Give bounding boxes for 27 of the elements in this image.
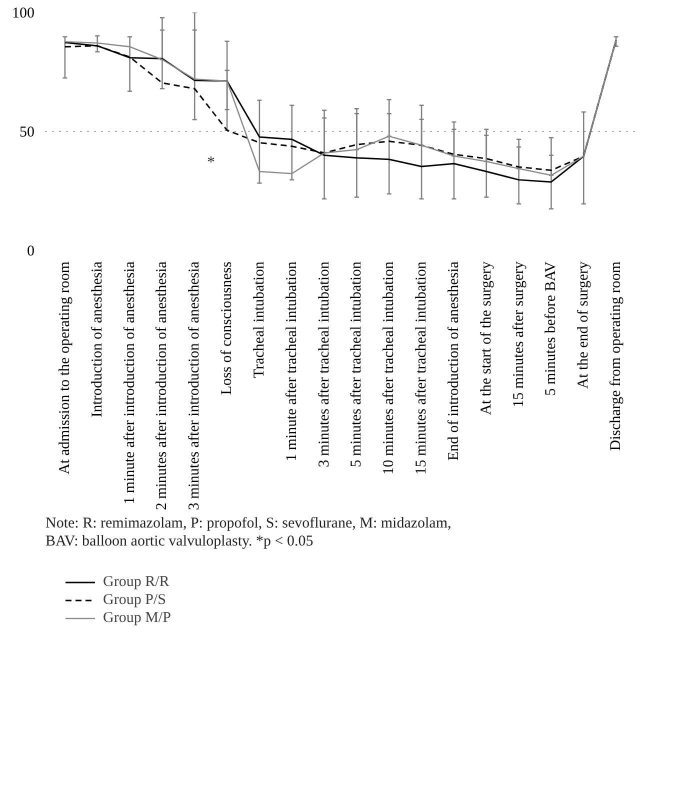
x-tick-label: Tracheal intubation <box>251 261 268 378</box>
y-tick-label: 100 <box>12 6 34 22</box>
x-tick-label: 1 minute after introduction of anesthesia <box>122 261 138 504</box>
x-tick-label: 3 minutes after introduction of anesthesia <box>186 261 203 510</box>
x-tick-label: 3 minutes after tracheal intubation <box>316 261 332 468</box>
x-tick-label: End of introduction of anesthesia <box>446 261 462 461</box>
x-tick-label: Loss of consciousness <box>219 261 236 395</box>
x-tick-label: 1 minute after tracheal intubation <box>284 261 300 462</box>
x-tick-label: At the start of the surgery <box>478 261 494 415</box>
y-tick-label: 0 <box>27 244 34 260</box>
annotation: * <box>207 154 216 171</box>
x-tick-label: 10 minutes after tracheal intubation <box>381 261 398 475</box>
x-tick-label: 2 minutes after introduction of anesthesia <box>154 261 170 510</box>
x-tick-label: 15 minutes after tracheal intubation <box>414 261 430 475</box>
x-tick-label: 5 minutes after tracheal intubation <box>348 261 365 468</box>
x-tick-label: At the end of surgery <box>576 261 592 389</box>
legend-label: Group R/R <box>103 573 170 591</box>
text: Note: R: remimazolam, P: propofol, S: sevoflurane, M: midazolam, <box>46 516 452 532</box>
x-tick-label: 5 minutes before BAV <box>543 261 560 396</box>
x-tick-label: Introduction of anesthesia <box>89 261 106 418</box>
y-tick-label: 50 <box>20 124 34 140</box>
legend-label: Group P/S <box>103 591 166 609</box>
text: BAV: balloon aortic valvuloplasty. *p < 0.05 <box>46 534 314 550</box>
legend-label: Group M/P <box>103 609 171 627</box>
x-tick-label: At admission to the operating room <box>56 261 73 474</box>
x-tick-label: Discharge from operating room <box>608 261 624 451</box>
x-tick-label: 15 minutes after surgery <box>510 261 527 408</box>
